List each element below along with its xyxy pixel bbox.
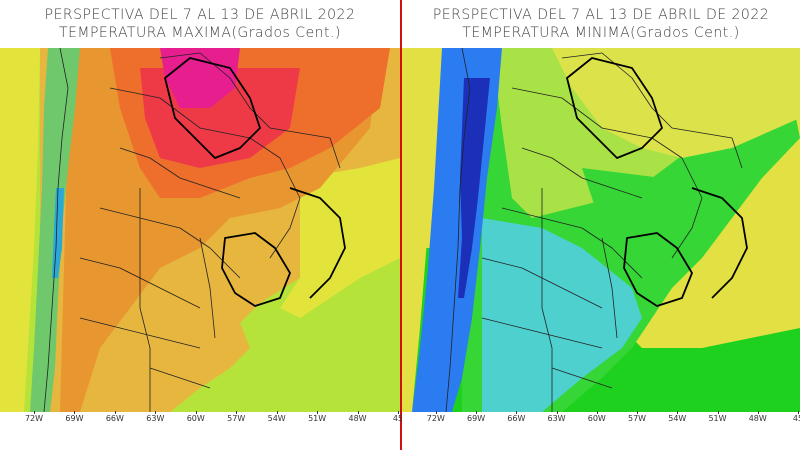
- max-temp-panel: PERSPECTIVA DEL 7 AL 13 DE ABRIL 2022 TE…: [0, 7, 404, 428]
- min-andes-dark: [458, 78, 490, 298]
- max-tick-8: 48W: [348, 414, 367, 423]
- longitude-tick-mark: [357, 411, 359, 414]
- longitude-tick-mark: [236, 411, 238, 414]
- max-temp-map: [0, 48, 400, 412]
- longitude-tick-mark: [195, 411, 197, 414]
- min-land-green-centre: [582, 168, 702, 258]
- min-temp-map: [402, 48, 800, 412]
- longitude-tick-mark: [516, 411, 518, 414]
- max-longitude-axis: 72W 69W 66W 63W 60W 57W 54W 51W 48W 45: [0, 411, 404, 428]
- max-tick-5: 57W: [227, 414, 246, 423]
- longitude-tick-mark: [637, 411, 639, 414]
- min-tick-2: 66W: [507, 414, 526, 423]
- max-borders: [43, 48, 341, 412]
- longitude-tick-mark: [717, 411, 719, 414]
- max-tick-9: 45: [392, 414, 404, 423]
- max-land-extreme: [160, 48, 240, 108]
- min-tick-4: 60W: [587, 414, 606, 423]
- min-tick-0: 72W: [426, 414, 445, 423]
- min-tick-8: 48W: [748, 414, 767, 423]
- max-andes-cold: [52, 188, 64, 278]
- min-tick-7: 51W: [708, 414, 727, 423]
- min-land-cyan: [482, 218, 642, 412]
- min-borders: [445, 48, 743, 412]
- longitude-tick-mark: [34, 411, 35, 414]
- min-tick-6: 54W: [668, 414, 687, 423]
- max-tick-2: 66W: [105, 414, 124, 423]
- min-bold-borders: [566, 57, 748, 307]
- max-tick-6: 54W: [267, 414, 286, 423]
- longitude-tick-mark: [476, 411, 478, 414]
- max-coast-band: [280, 158, 400, 318]
- longitude-tick-mark: [596, 411, 598, 414]
- max-pacific-strip: [0, 48, 40, 412]
- min-longitude-axis: 72W 69W 66W 63W 60W 57W 54W 51W 48W 45: [402, 411, 800, 428]
- longitude-tick-mark: [556, 411, 558, 414]
- longitude-tick-mark: [398, 411, 399, 414]
- longitude-tick-mark: [114, 411, 116, 414]
- max-tick-7: 51W: [308, 414, 327, 423]
- min-tick-5: 57W: [627, 414, 647, 423]
- min-tick-3: 63W: [547, 414, 566, 423]
- longitude-tick-mark: [276, 411, 278, 414]
- min-pacific-strip: [402, 48, 438, 412]
- max-panel-subtitle: TEMPERATURA MAXIMA(Grados Cent.): [59, 25, 341, 41]
- min-panel-title: PERSPECTIVA DEL 7 AL 13 DE ABRIL DE 2022: [432, 7, 770, 23]
- longitude-tick-mark: [677, 411, 679, 414]
- min-panel-subtitle: TEMPERATURA MINIMA(Grados Cent.): [462, 25, 740, 41]
- panel-divider: [399, 0, 402, 450]
- longitude-tick-mark: [757, 411, 759, 414]
- longitude-tick-mark: [317, 411, 319, 414]
- longitude-tick-mark: [155, 411, 157, 414]
- longitude-tick-mark: [435, 411, 437, 414]
- max-tick-4: 60W: [186, 414, 205, 423]
- max-panel-title: PERSPECTIVA DEL 7 AL 13 DE ABRIL 2022: [44, 7, 356, 23]
- min-temp-panel: PERSPECTIVA DEL 7 AL 13 DE ABRIL DE 2022…: [402, 0, 800, 450]
- max-tick-3: 63W: [146, 414, 165, 423]
- longitude-tick-mark: [798, 411, 799, 414]
- max-tick-1: 69W: [65, 414, 84, 423]
- longitude-tick-mark: [74, 411, 76, 414]
- max-bold-borders: [164, 57, 346, 307]
- max-tick-0: 72W: [24, 414, 44, 423]
- min-tick-9: 45: [792, 414, 800, 423]
- min-tick-1: 69W: [467, 414, 486, 423]
